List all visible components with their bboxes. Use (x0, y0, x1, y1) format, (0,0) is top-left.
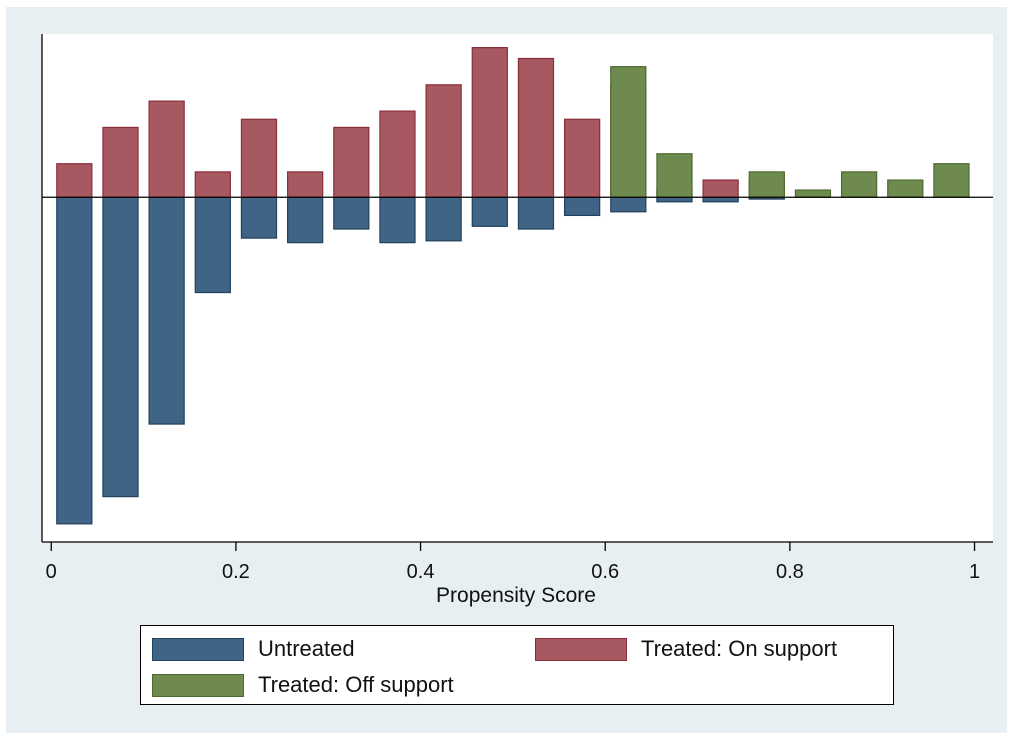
x-axis-title: Propensity Score (436, 584, 596, 607)
bar-treated-on-9 (471, 47, 508, 198)
bar-untreated-9 (471, 196, 508, 227)
bar-treated-off-19 (933, 163, 970, 198)
legend-item-untreated: Untreated (152, 636, 355, 662)
bar-untreated-14 (702, 196, 739, 203)
bar-untreated-13 (656, 196, 693, 203)
bar-treated-on-3 (194, 171, 231, 198)
bar-treated-on-0 (56, 163, 93, 198)
x-ticks-group: 0 0.2 0.4 0.6 0.8 1 (46, 542, 980, 583)
bar-treated-on-7 (379, 110, 416, 198)
x-tick-label-4: 0.8 (776, 561, 804, 583)
legend-swatch-untreated (152, 637, 244, 661)
bar-untreated-3 (194, 196, 231, 294)
x-tick-label-0: 0 (46, 561, 57, 583)
bar-untreated-2 (148, 196, 185, 425)
bar-treated-off-16 (794, 189, 832, 198)
bar-untreated-4 (240, 196, 278, 239)
bar-treated-off-18 (887, 179, 924, 198)
bar-treated-on-6 (333, 126, 370, 198)
legend-item-treated-on: Treated: On support (535, 636, 837, 662)
bar-untreated-8 (425, 196, 462, 242)
legend-label-untreated: Untreated (258, 636, 355, 661)
bar-treated-off-17 (840, 171, 878, 198)
legend-item-treated-off: Treated: Off support (152, 672, 454, 698)
x-tick-label-1: 0.2 (222, 561, 250, 583)
legend-label-treated-off: Treated: Off support (258, 672, 454, 697)
bar-treated-on-1 (102, 126, 139, 198)
bar-untreated-1 (102, 196, 139, 498)
legend-swatch-treated-on (535, 637, 627, 661)
x-tick-label-2: 0.4 (407, 561, 435, 583)
x-tick-label-5: 1 (969, 561, 980, 583)
bar-treated-on-8 (425, 84, 462, 198)
bar-untreated-6 (333, 196, 370, 230)
legend: Untreated Treated: On support Treated: O… (140, 625, 894, 705)
legend-label-treated-on: Treated: On support (641, 636, 838, 661)
bar-treated-on-10 (517, 57, 555, 198)
bar-treated-on-2 (148, 100, 185, 198)
bar-treated-on-5 (286, 171, 324, 198)
bar-untreated-7 (379, 196, 416, 244)
bar-treated-on-14 (702, 179, 739, 198)
bar-treated-on-4 (240, 118, 278, 198)
bar-untreated-0 (56, 196, 93, 525)
bar-untreated-12 (610, 196, 647, 213)
x-tick-label-3: 0.6 (591, 561, 619, 583)
legend-swatch-treated-off (152, 673, 244, 697)
bar-treated-off-12 (610, 66, 647, 198)
bar-treated-off-13 (656, 153, 693, 198)
bar-untreated-10 (517, 196, 555, 230)
bar-treated-on-11 (563, 118, 601, 198)
bar-untreated-5 (286, 196, 324, 244)
bar-treated-off-15 (748, 171, 785, 198)
bars-group (56, 47, 970, 525)
bar-untreated-11 (563, 196, 601, 217)
